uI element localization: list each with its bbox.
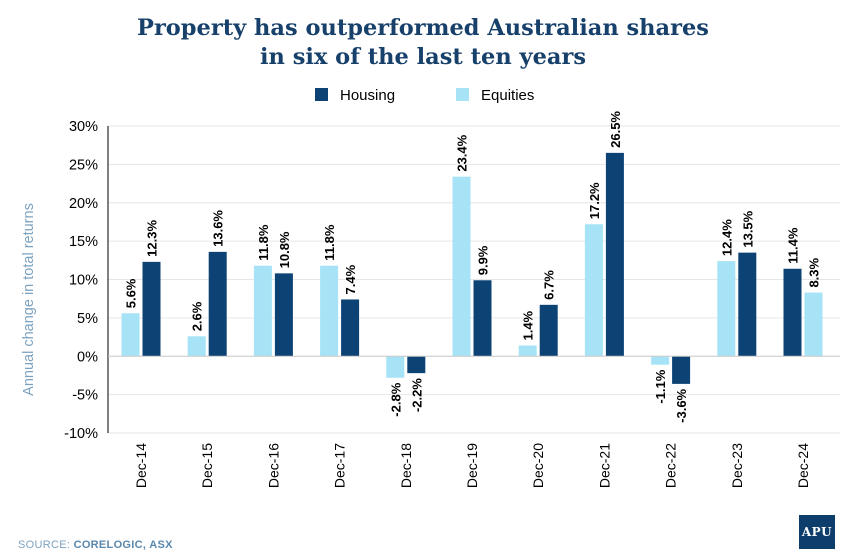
data-label-equities: 1.4% <box>521 310 536 340</box>
data-label-equities: 12.4% <box>719 219 734 256</box>
y-tick-label: 5% <box>77 311 98 327</box>
data-label-housing: 6.7% <box>542 270 557 300</box>
bar-housing <box>738 252 757 357</box>
x-tick-label: Dec-15 <box>199 443 215 488</box>
bar-equities <box>253 265 272 357</box>
y-tick-label: 30% <box>69 119 98 135</box>
y-tick-label: 20% <box>69 196 98 212</box>
data-label-equities: -1.1% <box>653 369 668 403</box>
chart-title: Property has outperformed Australian sha… <box>0 14 846 72</box>
bar-housing <box>407 356 426 374</box>
bar-housing <box>539 304 558 357</box>
bar-equities <box>651 356 670 365</box>
data-label-housing: 13.5% <box>740 210 755 247</box>
bar-housing <box>783 268 802 357</box>
data-label-housing: 12.3% <box>145 220 160 257</box>
data-label-housing: -2.2% <box>409 378 424 412</box>
chart-title-line-1: Property has outperformed Australian sha… <box>137 15 709 41</box>
data-label-equities: 17.2% <box>587 182 602 219</box>
data-label-equities: 8.3% <box>807 257 822 287</box>
y-tick-label: 0% <box>77 349 98 365</box>
bar-housing <box>672 356 691 384</box>
data-label-housing: -3.6% <box>674 388 689 422</box>
data-label-housing: 9.9% <box>476 245 491 275</box>
data-label-equities: -2.8% <box>388 382 403 416</box>
source-note: SOURCE: CORELOGIC, ASX <box>18 539 173 551</box>
y-tick-label: 25% <box>69 157 98 173</box>
legend-label-housing: Housing <box>340 87 395 104</box>
x-tick-label: Dec-16 <box>265 443 281 488</box>
bar-equities <box>804 292 823 357</box>
legend-swatch-housing <box>315 88 328 101</box>
legend-label-equities: Equities <box>481 87 534 104</box>
x-tick-label: Dec-17 <box>332 443 348 488</box>
x-tick-label: Dec-23 <box>729 443 745 488</box>
bar-equities <box>717 261 736 357</box>
bar-equities <box>584 224 603 357</box>
data-label-equities: 11.8% <box>256 224 271 261</box>
y-tick-label: -10% <box>64 426 98 442</box>
data-label-equities: 23.4% <box>455 134 470 171</box>
bar-equities <box>386 356 405 378</box>
bar-housing <box>341 299 360 357</box>
x-tick-label: Dec-14 <box>133 443 149 488</box>
source-prefix: SOURCE: <box>18 539 74 551</box>
apu-logo: APU <box>799 515 835 549</box>
data-label-equities: 5.6% <box>124 278 139 308</box>
bar-equities <box>452 176 471 357</box>
data-label-housing: 13.6% <box>211 210 226 247</box>
bar-housing <box>208 251 227 357</box>
y-tick-label: 10% <box>69 273 98 289</box>
chart-title-line-2: in six of the last ten years <box>259 44 587 70</box>
bar-housing <box>274 273 293 357</box>
y-tick-label: 15% <box>69 234 98 250</box>
data-label-housing: 26.5% <box>608 111 623 148</box>
x-tick-label: Dec-19 <box>464 443 480 488</box>
bar-equities <box>518 345 537 357</box>
data-label-equities: 2.6% <box>190 301 205 331</box>
legend-swatch-equities <box>456 88 469 101</box>
x-tick-label: Dec-22 <box>663 443 679 488</box>
bar-equities <box>121 313 140 357</box>
bar-equities <box>187 336 206 357</box>
bar-housing <box>142 261 161 357</box>
data-label-housing: 10.8% <box>277 231 292 268</box>
y-axis-title: Annual change in total returns <box>21 203 37 396</box>
data-label-housing: 11.4% <box>786 227 801 264</box>
bar-equities <box>320 265 339 357</box>
x-tick-label: Dec-21 <box>596 443 612 488</box>
data-label-housing: 7.4% <box>343 264 358 294</box>
x-tick-label: Dec-18 <box>398 443 414 488</box>
source-text: CORELOGIC, ASX <box>73 539 173 551</box>
x-tick-label: Dec-24 <box>795 443 811 488</box>
bar-housing <box>473 280 492 357</box>
x-tick-label: Dec-20 <box>530 443 546 488</box>
bar-housing <box>605 152 624 357</box>
y-tick-label: -5% <box>72 388 98 404</box>
data-label-equities: 11.8% <box>322 224 337 261</box>
